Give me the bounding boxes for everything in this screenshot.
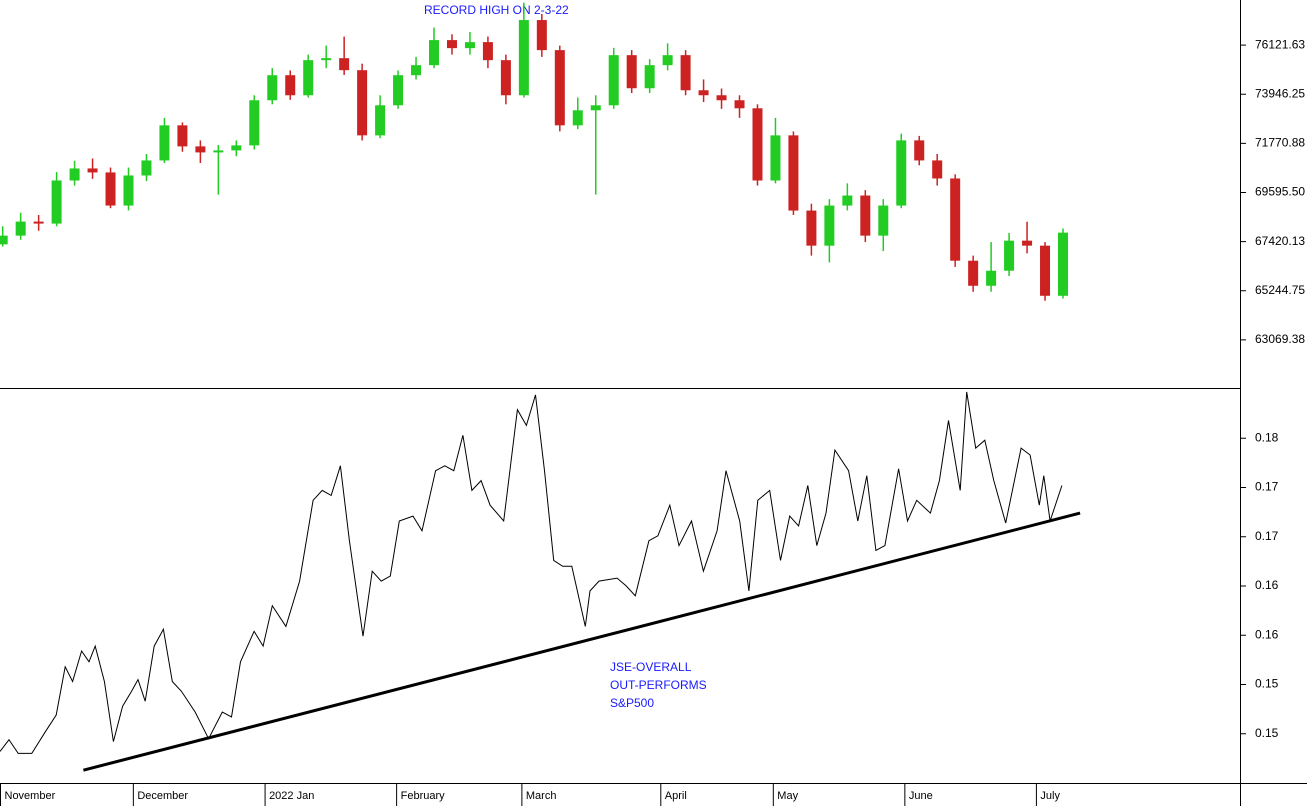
candle-body — [0, 235, 8, 245]
candle-body — [932, 160, 943, 179]
candle-body — [33, 221, 44, 224]
candle-body — [482, 42, 493, 61]
candle-body — [393, 75, 404, 106]
x-tick-label: December — [137, 790, 188, 802]
candle-body — [860, 195, 871, 236]
x-tick-label: March — [526, 790, 557, 802]
x-tick-label: February — [401, 790, 446, 802]
y-tick-label: 0.15 — [1255, 726, 1279, 740]
candle-body — [770, 135, 781, 181]
candle-body — [986, 270, 997, 286]
candle-body — [321, 58, 332, 61]
y-tick-label: 73946.25 — [1255, 86, 1305, 100]
candle-body — [554, 50, 565, 126]
y-tick-label: 65244.75 — [1255, 283, 1305, 297]
candle-body — [357, 70, 368, 136]
candle-body — [1004, 240, 1015, 271]
x-tick-label: June — [909, 790, 933, 802]
candle-body — [411, 65, 422, 76]
y-tick-label: 63069.38 — [1255, 332, 1305, 346]
y-tick-label: 0.17 — [1255, 480, 1279, 494]
candle-body — [806, 210, 817, 246]
annotation: S&P500 — [610, 696, 654, 710]
candle-body — [500, 60, 511, 96]
x-tick-label: April — [665, 790, 687, 802]
candle-body — [896, 140, 907, 206]
ratio-line — [0, 391, 1063, 754]
annotation: JSE-OVERALL — [610, 660, 692, 674]
y-tick-label: 0.17 — [1255, 529, 1279, 543]
y-tick-label: 0.15 — [1255, 677, 1279, 691]
annotation: OUT-PERFORMS — [610, 678, 707, 692]
candle-body — [518, 20, 529, 96]
y-tick-label: 69595.50 — [1255, 185, 1305, 199]
y-tick-label: 67420.13 — [1255, 234, 1305, 248]
candle-body — [716, 95, 727, 101]
candle-body — [285, 75, 296, 96]
candle-body — [734, 100, 745, 109]
y-tick-label: 0.18 — [1255, 430, 1279, 444]
candle-body — [662, 55, 673, 66]
candle-body — [303, 60, 314, 96]
candle-body — [15, 221, 26, 236]
candle-body — [105, 172, 116, 206]
y-tick-label: 0.16 — [1255, 627, 1279, 641]
candle-body — [51, 180, 62, 224]
candle-body — [464, 42, 475, 49]
y-tick-label: 76121.63 — [1255, 37, 1305, 51]
x-tick-label: July — [1040, 790, 1060, 802]
candle-body — [195, 146, 206, 153]
candle-body — [842, 195, 853, 206]
candle-body — [249, 100, 260, 146]
candle-body — [267, 75, 278, 101]
candle-body — [141, 160, 152, 176]
trendline — [83, 511, 1081, 772]
candle-body — [446, 40, 457, 49]
y-tick-label: 71770.88 — [1255, 136, 1305, 150]
candle-body — [339, 58, 350, 71]
candle-body — [375, 105, 386, 136]
candle-body — [752, 108, 763, 181]
candle-body — [680, 55, 691, 91]
candle-body — [608, 55, 619, 106]
x-tick-label: May — [777, 790, 798, 802]
candle-body — [950, 178, 961, 261]
candle-body — [159, 125, 170, 161]
candle-body — [123, 175, 134, 206]
candle-body — [87, 168, 98, 173]
candle-body — [213, 150, 224, 153]
annotation: RECORD HIGH ON 2-3-22 — [424, 3, 569, 17]
candle-body — [429, 40, 440, 66]
candle-body — [626, 55, 637, 89]
candle-body — [698, 90, 709, 96]
candle-body — [177, 125, 188, 147]
candle-body — [231, 145, 242, 151]
candle-body — [1040, 245, 1051, 296]
candle-body — [788, 135, 799, 211]
candle-body — [878, 205, 889, 236]
candle-body — [824, 205, 835, 246]
candle-body — [536, 20, 547, 51]
candle-body — [69, 168, 80, 181]
candle-body — [968, 260, 979, 286]
candle-body — [644, 65, 655, 89]
candle-body — [914, 140, 925, 161]
candle-body — [590, 105, 601, 111]
candle-body — [1022, 240, 1033, 246]
candle-body — [1057, 232, 1068, 296]
x-tick-label: 2022 Jan — [269, 790, 314, 802]
candle-body — [572, 110, 583, 126]
y-tick-label: 0.16 — [1255, 578, 1279, 592]
x-tick-label: November — [5, 790, 56, 802]
